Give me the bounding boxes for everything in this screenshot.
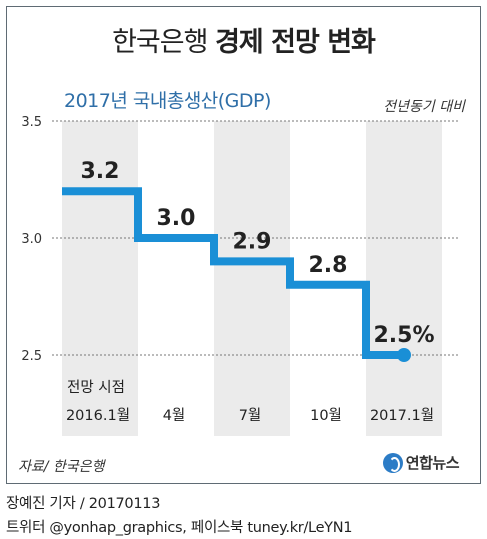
- data-label: 3.2: [81, 159, 120, 184]
- chart-subtitle: 2017년 국내총생산(GDP): [64, 90, 271, 112]
- logo-text: 연합뉴스: [405, 454, 460, 472]
- data-label: 2.9: [233, 229, 272, 254]
- data-label: 2.5%: [373, 323, 434, 348]
- y-tick-label: 3.5: [21, 115, 42, 130]
- yonhap-logo-icon: [382, 452, 403, 473]
- series-step-line: [62, 187, 404, 359]
- yonhap-logo: 연합뉴스: [382, 452, 460, 473]
- title-light: 한국은행: [112, 27, 208, 58]
- title-bold: 경제 전망 변화: [215, 27, 376, 58]
- y-tick-label: 3.0: [21, 232, 42, 247]
- end-point-marker: [397, 348, 411, 362]
- x-tick-label: 2016.1월: [66, 407, 130, 424]
- x-tick-label: 4월: [163, 407, 186, 424]
- column-band: [62, 121, 138, 436]
- data-label: 3.0: [157, 206, 196, 231]
- x-tick-label: 2017.1월: [370, 407, 434, 424]
- y-tick-label: 2.5: [21, 349, 42, 364]
- x-tick-label: 10월: [310, 407, 342, 424]
- unit-label: 전년동기 대비: [383, 99, 465, 115]
- byline: 장예진 기자 / 20170113: [6, 496, 161, 512]
- x-axis-header: 전망 시점: [67, 379, 125, 396]
- x-tick-label: 7월: [239, 407, 262, 424]
- data-label: 2.8: [309, 253, 348, 278]
- page-title: 한국은행 경제 전망 변화: [0, 20, 487, 59]
- source-note: 자료/ 한국은행: [18, 459, 105, 475]
- social-links: 트위터 @yonhap_graphics, 페이스북 tuney.kr/LeYN…: [6, 520, 353, 536]
- column-band: [214, 121, 290, 436]
- column-band: [366, 121, 442, 436]
